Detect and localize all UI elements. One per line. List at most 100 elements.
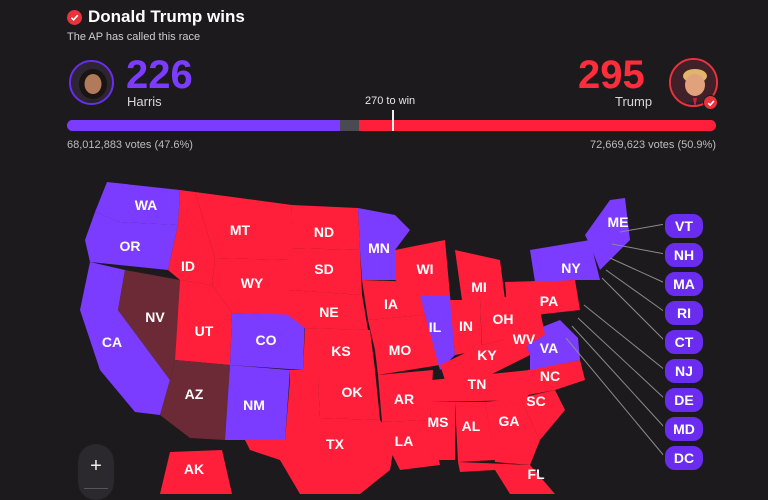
state-label-id: ID	[181, 258, 195, 274]
state-pill-md[interactable]: MD	[663, 415, 705, 443]
state-shape-wy[interactable]	[212, 258, 290, 315]
state-shape-ms[interactable]	[430, 402, 455, 460]
state-shape-id[interactable]	[168, 190, 215, 285]
state-label-nm: NM	[243, 397, 265, 413]
state-pill-nh[interactable]: NH	[663, 241, 705, 269]
state-label-in: IN	[459, 318, 473, 334]
state-label-ky: KY	[477, 347, 497, 363]
state-label-wv: WV	[513, 331, 536, 347]
callout-lines	[565, 223, 666, 458]
state-shape-or[interactable]	[85, 212, 178, 270]
state-label-oh: OH	[493, 311, 514, 327]
winner-check-icon	[703, 95, 718, 110]
state-shape-wi[interactable]	[395, 240, 450, 295]
state-shape-mt[interactable]	[195, 192, 292, 260]
state-pill-dc[interactable]: DC	[663, 444, 705, 472]
state-label-az: AZ	[185, 386, 204, 402]
state-label-me: ME	[608, 214, 629, 230]
state-label-wy: WY	[241, 275, 264, 291]
state-shape-ar[interactable]	[378, 370, 433, 422]
state-label-sd: SD	[314, 261, 333, 277]
state-pill-de[interactable]: DE	[663, 386, 705, 414]
state-label-al: AL	[462, 418, 481, 434]
state-label-nc: NC	[540, 368, 560, 384]
state-label-tx: TX	[326, 436, 345, 452]
state-shape-fl[interactable]	[458, 462, 555, 494]
state-label-il: IL	[429, 319, 442, 335]
winner-banner: Donald Trump wins	[67, 7, 245, 27]
harris-avatar	[69, 60, 114, 105]
state-shape-mo[interactable]	[368, 315, 440, 375]
state-shapes	[80, 182, 630, 494]
state-pill-nj[interactable]: NJ	[663, 357, 705, 385]
state-label-sc: SC	[526, 393, 545, 409]
state-pill-ct[interactable]: CT	[663, 328, 705, 356]
state-label-ar: AR	[394, 391, 414, 407]
harris-bar-segment	[67, 120, 340, 131]
state-shape-wa[interactable]	[95, 182, 180, 225]
state-shape-ny[interactable]	[530, 240, 600, 282]
harris-name: Harris	[127, 94, 162, 109]
trump-electoral-votes: 295	[578, 53, 645, 97]
state-label-la: LA	[395, 433, 414, 449]
state-shape-ky[interactable]	[440, 335, 530, 380]
state-shape-wv[interactable]	[505, 310, 545, 348]
state-shape-co[interactable]	[230, 313, 305, 370]
state-shape-ne-states[interactable]	[585, 198, 630, 270]
state-shape-tx[interactable]	[245, 380, 395, 494]
state-label-va: VA	[540, 340, 558, 356]
state-label-nv: NV	[145, 309, 165, 325]
trump-bar-segment	[359, 120, 716, 131]
harris-popular-vote: 68,012,883 votes (47.6%)	[67, 139, 193, 151]
zoom-control: +	[78, 444, 114, 500]
state-shape-ca[interactable]	[80, 262, 170, 415]
state-label-ok: OK	[342, 384, 363, 400]
state-shape-il[interactable]	[420, 295, 455, 370]
zoom-in-button[interactable]: +	[90, 454, 102, 477]
state-labels: WA OR CA NV ID MT WY UT AZ CO NM ND SD N…	[102, 197, 629, 482]
state-shape-ks[interactable]	[303, 328, 375, 370]
race-called-note: The AP has called this race	[67, 31, 201, 43]
state-shape-az[interactable]	[160, 360, 230, 440]
state-shape-ok[interactable]	[290, 370, 380, 420]
state-shape-sd[interactable]	[288, 248, 362, 295]
state-label-mt: MT	[230, 222, 251, 238]
trump-popular-vote: 72,669,623 votes (50.9%)	[590, 139, 716, 151]
state-label-or: OR	[120, 238, 141, 254]
state-label-wa: WA	[135, 197, 158, 213]
check-icon	[67, 9, 82, 25]
state-shape-sc[interactable]	[520, 390, 565, 440]
state-shape-ga[interactable]	[485, 398, 540, 465]
state-pill-vt[interactable]: VT	[663, 212, 705, 240]
state-shape-nv[interactable]	[118, 270, 180, 380]
state-shape-nd[interactable]	[290, 205, 360, 250]
state-shape-nc[interactable]	[528, 360, 585, 395]
state-shape-al[interactable]	[455, 402, 495, 462]
state-label-ca: CA	[102, 334, 122, 350]
state-label-ny: NY	[561, 260, 581, 276]
state-shape-mn[interactable]	[358, 208, 410, 280]
state-label-ak: AK	[184, 461, 204, 477]
threshold-marker	[391, 110, 394, 131]
state-shape-mi[interactable]	[455, 250, 505, 300]
state-shape-ut[interactable]	[175, 280, 232, 365]
state-label-fl: FL	[527, 466, 545, 482]
state-shape-tn[interactable]	[430, 370, 530, 402]
state-label-ks: KS	[331, 343, 350, 359]
state-shape-la[interactable]	[382, 420, 440, 470]
state-pill-ma[interactable]: MA	[663, 270, 705, 298]
harris-electoral-votes: 226	[126, 53, 193, 97]
state-label-ms: MS	[428, 414, 449, 430]
state-label-wi: WI	[416, 261, 433, 277]
state-shape-ia[interactable]	[362, 280, 425, 320]
state-label-ne: NE	[319, 304, 338, 320]
state-shape-in[interactable]	[450, 300, 482, 355]
state-shape-pa[interactable]	[505, 280, 580, 318]
state-shape-ne[interactable]	[288, 290, 368, 330]
us-electoral-map: WA OR CA NV ID MT WY UT AZ CO NM ND SD N…	[80, 182, 666, 494]
state-pill-ri[interactable]: RI	[663, 299, 705, 327]
state-shape-nm[interactable]	[225, 365, 290, 440]
state-shape-ak[interactable]	[160, 450, 232, 494]
state-label-mi: MI	[471, 279, 487, 295]
state-label-nd: ND	[314, 224, 334, 240]
